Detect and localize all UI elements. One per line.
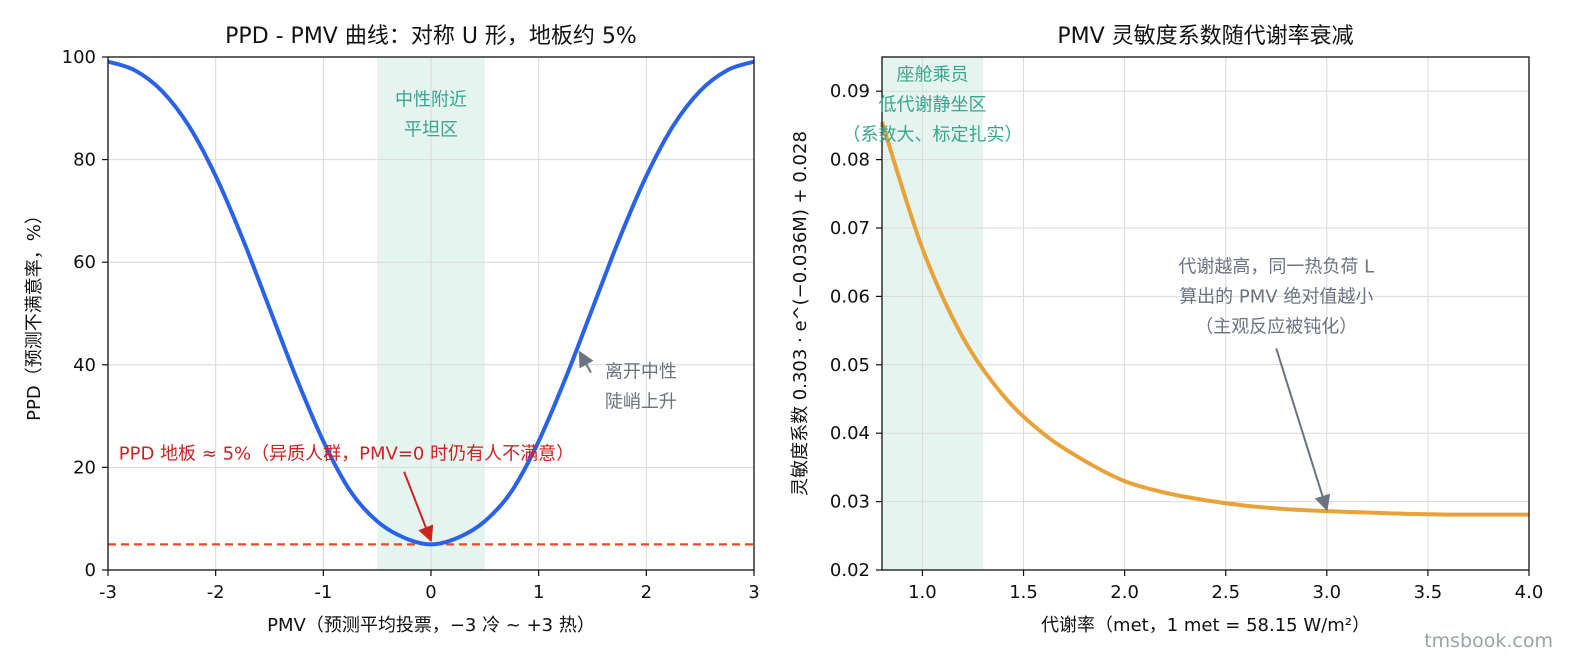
x-tick-label: 1.0: [908, 582, 937, 603]
x-tick-label: -1: [314, 582, 332, 603]
annotation-text: 代谢越高，同一热负荷 L: [1178, 256, 1374, 277]
y-tick-label: 0.03: [830, 492, 870, 513]
annotation-text: 座舱乘员: [897, 64, 969, 85]
x-tick-label: 2.5: [1211, 582, 1240, 603]
x-tick-label: 4.0: [1515, 582, 1544, 603]
annotation-arrow: [578, 350, 594, 374]
y-tick-label: 0.06: [830, 286, 870, 307]
x-tick-label: 1.5: [1009, 582, 1038, 603]
annotation-text: 低代谢静坐区: [879, 94, 987, 115]
x-tick-label: 1: [533, 582, 544, 603]
x-axis-label: PMV（预测平均投票，−3 冷 ~ +3 热）: [267, 615, 595, 636]
y-tick-label: 60: [73, 252, 96, 273]
y-tick-label: 0.02: [830, 560, 870, 581]
annotation-arrow: [1275, 348, 1331, 512]
x-ticks: -3 -2 -1 0 1 2 3: [99, 570, 760, 603]
plot-frame: [881, 56, 1530, 571]
x-tick-label: 2.0: [1110, 582, 1139, 603]
watermark: tmsbook.com: [1424, 630, 1553, 652]
y-tick-label: 40: [73, 355, 96, 376]
x-tick-label: -2: [207, 582, 225, 603]
ppd-curve: [107, 59, 755, 547]
y-tick-label: 0.07: [830, 218, 870, 239]
chart-title: PMV 灵敏度系数随代谢率衰减: [1057, 24, 1353, 49]
x-tick-label: 2: [641, 582, 652, 603]
y-tick-label: 0: [85, 560, 96, 581]
chart-title: PPD - PMV 曲线：对称 U 形，地板约 5%: [225, 24, 637, 49]
y-tick-label: 0.09: [830, 81, 870, 102]
x-tick-label: 3.5: [1414, 582, 1443, 603]
y-tick-label: 0.08: [830, 150, 870, 171]
sensitivity-curve: [880, 121, 1529, 517]
annotation-text: 算出的 PMV 绝对值越小: [1179, 286, 1373, 307]
annotation-text: 平坦区: [404, 120, 458, 141]
annotation-text: （主观反应被钝化）: [1195, 316, 1357, 337]
annotation-text: 离开中性: [605, 362, 677, 383]
y-ticks: 0.02 0.03 0.04 0.05 0.06 0.07 0.08 0.09: [830, 81, 882, 581]
grid: [882, 57, 1530, 571]
sensitivity-chart: 1.0 1.5 2.0 2.5 3.0 3.5 4.0 0.020.030.040.050.…: [790, 24, 1543, 636]
y-axis-label: PPD（预测不满意率，%）: [24, 206, 45, 421]
y-tick-label: 0.05: [830, 355, 870, 376]
y-ticks: 0 20 40 60 80 100: [62, 47, 108, 581]
y-tick-label: 0.04: [830, 423, 870, 444]
annotation-arrow: [403, 471, 434, 543]
x-tick-label: 0: [425, 582, 436, 603]
annotation-text: 中性附近: [395, 90, 467, 111]
annotation-text: 陡峭上升: [605, 392, 677, 413]
x-tick-label: -3: [99, 582, 117, 603]
y-tick-label: 80: [73, 150, 96, 171]
x-ticks: 1.0 1.5 2.0 2.5 3.0 3.5 4.0: [908, 570, 1543, 603]
annotation-text: PPD 地板 ≈ 5%（异质人群，PMV=0 时仍有人不满意）: [119, 444, 574, 465]
x-tick-label: 3: [748, 582, 759, 603]
low-metabolism-band: [882, 57, 984, 570]
x-axis-label: 代谢率（met，1 met = 58.15 W/m²）: [1041, 615, 1370, 636]
annotation-text: （系数大、标定扎实）: [843, 124, 1023, 145]
y-tick-label: 20: [73, 457, 96, 478]
y-axis-label: 灵敏度系数 0.303 · e^(−0.036M) + 0.028: [790, 131, 811, 496]
y-tick-label: 100: [62, 47, 96, 68]
x-tick-label: 3.0: [1312, 582, 1341, 603]
